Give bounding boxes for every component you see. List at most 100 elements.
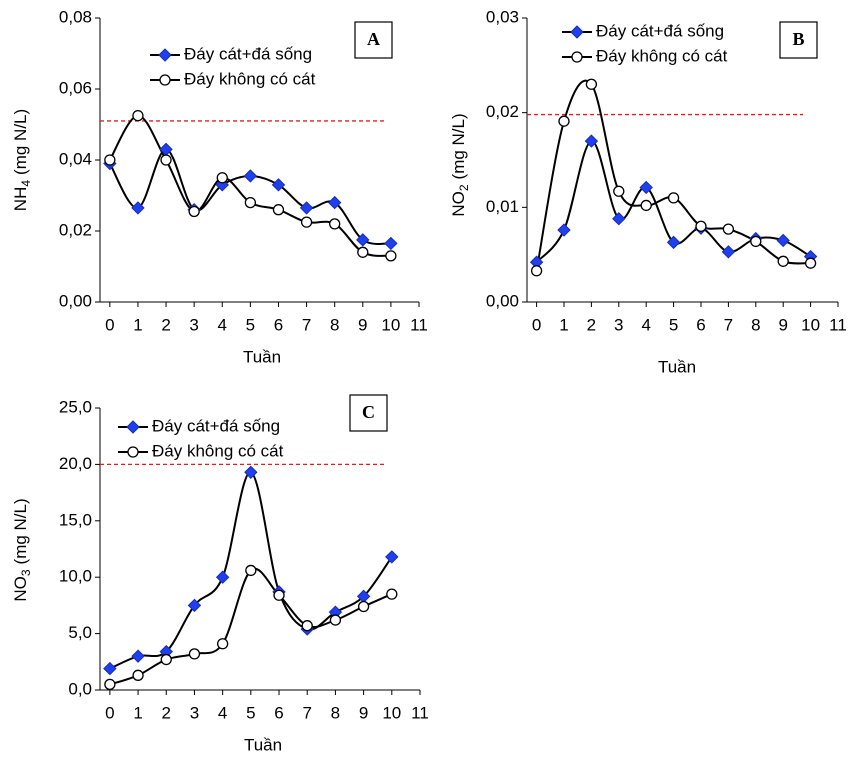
y-label-main: NH xyxy=(11,187,30,212)
legend-label: Đáy không có cát xyxy=(596,46,728,65)
marker xyxy=(271,178,286,192)
legend-label: Đáy cát+đá sống xyxy=(596,21,724,40)
y-tick-label: 5,0 xyxy=(68,623,92,642)
panel-label: A xyxy=(367,29,380,49)
x-tick-label: 10 xyxy=(382,703,401,722)
x-tick-label: 5 xyxy=(246,315,255,334)
x-tick-label: 6 xyxy=(274,315,283,334)
x-tick-label: 4 xyxy=(641,315,650,334)
x-tick-label: 1 xyxy=(133,703,142,722)
marker xyxy=(667,192,680,204)
y-label-sub: 2 xyxy=(457,184,471,191)
marker xyxy=(132,109,144,122)
panel-box xyxy=(349,394,388,432)
marker xyxy=(357,600,370,613)
legend-label: Đáy không có cát xyxy=(152,441,284,460)
x-tick-label: 6 xyxy=(696,315,705,334)
x-tick-label: 2 xyxy=(161,315,170,334)
marker xyxy=(103,661,117,676)
marker xyxy=(384,236,398,251)
y-label-main: NO xyxy=(11,576,30,602)
marker xyxy=(160,154,172,166)
marker xyxy=(131,649,145,663)
marker xyxy=(558,115,570,127)
x-tick-label: 0 xyxy=(532,315,541,334)
marker xyxy=(750,235,762,248)
y-label-sub: 4 xyxy=(19,180,33,187)
y-label-unit: (mg N/L) xyxy=(11,498,30,564)
legend-label: Đáy cát+đá sống xyxy=(184,44,312,63)
marker xyxy=(585,78,598,90)
x-tick-label: 7 xyxy=(724,315,733,334)
y-tick-label: 0,00 xyxy=(486,291,519,310)
marker xyxy=(215,570,230,584)
marker xyxy=(329,614,342,626)
x-tick-label: 2 xyxy=(587,315,596,334)
marker xyxy=(104,154,116,166)
y-tick-label: 10,0 xyxy=(59,567,92,586)
series-line xyxy=(108,114,392,257)
x-tick-label: 7 xyxy=(302,703,311,722)
y-tick-label: 0,08 xyxy=(59,7,92,26)
x-tick-label: 3 xyxy=(190,703,199,722)
x-axis-label: Tuần xyxy=(244,735,282,754)
y-axis-label: NO3 (mg N/L) xyxy=(11,498,33,601)
marker xyxy=(216,172,228,184)
marker xyxy=(666,235,681,250)
series-line xyxy=(108,148,392,245)
marker xyxy=(244,465,258,480)
marker xyxy=(131,201,145,215)
marker xyxy=(327,195,342,210)
marker xyxy=(188,648,201,660)
marker xyxy=(299,201,314,215)
marker xyxy=(640,199,652,212)
series-line xyxy=(109,567,393,686)
marker xyxy=(216,638,229,650)
y-label-sub: 3 xyxy=(19,569,33,576)
y-tick-label: 0,04 xyxy=(59,149,92,168)
x-axis-label: Tuần xyxy=(658,357,696,376)
marker xyxy=(695,220,707,232)
x-tick-label: 8 xyxy=(331,703,340,722)
marker xyxy=(385,250,397,262)
legend-marker xyxy=(571,51,583,63)
marker xyxy=(273,589,285,601)
panel-label: B xyxy=(792,29,804,49)
legend-marker xyxy=(158,48,172,62)
y-tick-label: 0,02 xyxy=(59,220,92,239)
x-tick-label: 10 xyxy=(381,315,400,334)
y-label-unit: (mg N/L) xyxy=(449,113,468,179)
x-tick-label: 4 xyxy=(218,703,227,722)
x-tick-label: 1 xyxy=(133,315,142,334)
x-axis-label: Tuần xyxy=(243,347,281,366)
marker xyxy=(721,245,736,259)
marker xyxy=(272,204,285,216)
marker xyxy=(386,588,398,600)
x-tick-label: 2 xyxy=(162,703,171,722)
x-tick-label: 10 xyxy=(801,315,820,334)
marker xyxy=(557,223,571,237)
y-tick-label: 0,00 xyxy=(59,291,92,310)
x-tick-label: 5 xyxy=(246,703,255,722)
legend-marker xyxy=(159,74,171,86)
x-tick-label: 5 xyxy=(669,315,678,334)
y-axis-label: NO2 (mg N/L) xyxy=(449,113,471,216)
x-tick-label: 1 xyxy=(559,315,568,334)
marker xyxy=(245,564,257,577)
x-tick-label: 0 xyxy=(105,315,114,334)
marker xyxy=(639,180,653,195)
x-tick-label: 9 xyxy=(358,315,367,334)
marker xyxy=(244,196,257,209)
panel-box xyxy=(779,21,818,59)
y-axis-label: NH4 (mg N/L) xyxy=(11,109,33,211)
legend-marker xyxy=(570,25,584,39)
x-tick-label: 8 xyxy=(751,315,760,334)
marker xyxy=(301,620,313,632)
panel-label: C xyxy=(362,402,375,422)
marker xyxy=(329,218,341,230)
y-tick-label: 0,03 xyxy=(486,7,519,26)
y-tick-label: 20,0 xyxy=(59,454,92,473)
y-tick-label: 0,0 xyxy=(68,679,92,698)
x-tick-label: 6 xyxy=(274,703,283,722)
